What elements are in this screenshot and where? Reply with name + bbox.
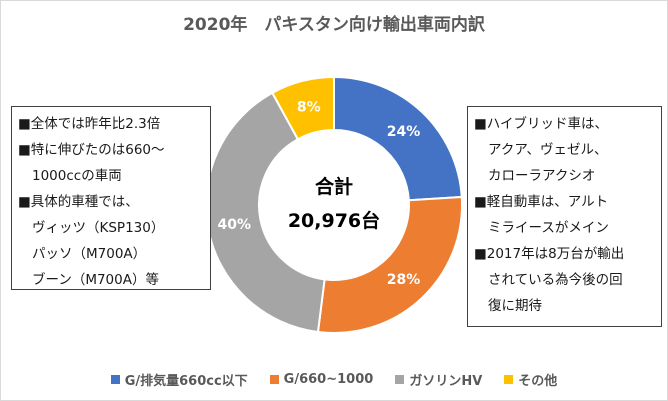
slice-data-label: 8% — [297, 100, 321, 116]
note-box-left: ■全体では昨年比2.3倍 ■特に伸びたのは660～ 1000ccの車両 ■具体的… — [11, 106, 211, 290]
note-left-line-7: ブーン（M700A）等 — [32, 272, 159, 288]
legend-item: G/660~1000 — [269, 370, 374, 389]
note-right-line-5: ミライースがメイン — [488, 220, 609, 236]
slice-data-label: 28% — [387, 272, 421, 288]
donut-slice — [316, 195, 463, 334]
center-total-label: 合計 — [315, 175, 353, 198]
note-right-line-2: アクア、ヴェゼル、 — [488, 142, 608, 158]
slice-data-label: 24% — [387, 124, 421, 140]
legend-item: ガソリンHV — [395, 370, 482, 389]
note-right-line-1: ■ハイブリッド車は、 — [474, 116, 608, 132]
legend-label: G/排気量660cc以下 — [124, 374, 248, 389]
donut-slice — [270, 75, 335, 141]
legend-item: その他 — [504, 370, 557, 389]
chart-title: 2020年 パキスタン向け輸出車両内訳 — [183, 15, 485, 35]
note-left-line-6: パッソ（M700A） — [32, 246, 147, 262]
note-left-line-2: ■特に伸びたのは660～ — [18, 142, 165, 158]
legend-label: G/660~1000 — [283, 372, 374, 387]
legend-label: ガソリンHV — [409, 374, 483, 389]
note-left-line-3: 1000ccの車両 — [32, 168, 122, 184]
note-box-right: ■ハイブリッド車は、 アクア、ヴェゼル、 カローラアクシオ ■軽自動車は、アルト… — [467, 106, 662, 327]
legend-label: その他 — [518, 374, 558, 389]
note-left-line-5: ヴィッツ（KSP130） — [32, 220, 165, 236]
chart-legend: G/排気量660cc以下 G/660~1000 ガソリンHV その他 — [0, 370, 668, 389]
legend-swatch — [110, 375, 120, 384]
legend-swatch — [504, 375, 514, 384]
slice-data-label: 40% — [218, 217, 252, 233]
note-right-line-7: されている為今後の回 — [488, 272, 623, 288]
note-right-line-6: ■2017年は8万台が輸出 — [474, 246, 625, 262]
note-right-line-3: カローラアクシオ — [488, 168, 596, 184]
center-total-value: 20,976台 — [288, 209, 380, 232]
legend-swatch — [269, 375, 279, 384]
donut-slice — [205, 91, 326, 334]
note-left-line-4: ■具体的車種では、 — [18, 194, 139, 210]
note-left-line-1: ■全体では昨年比2.3倍 — [18, 116, 161, 132]
note-right-line-4: ■軽自動車は、アルト — [474, 194, 609, 210]
legend-item: G/排気量660cc以下 — [110, 370, 248, 389]
legend-swatch — [395, 375, 405, 384]
donut-slice — [333, 75, 463, 202]
note-right-line-8: 復に期待 — [488, 298, 542, 314]
